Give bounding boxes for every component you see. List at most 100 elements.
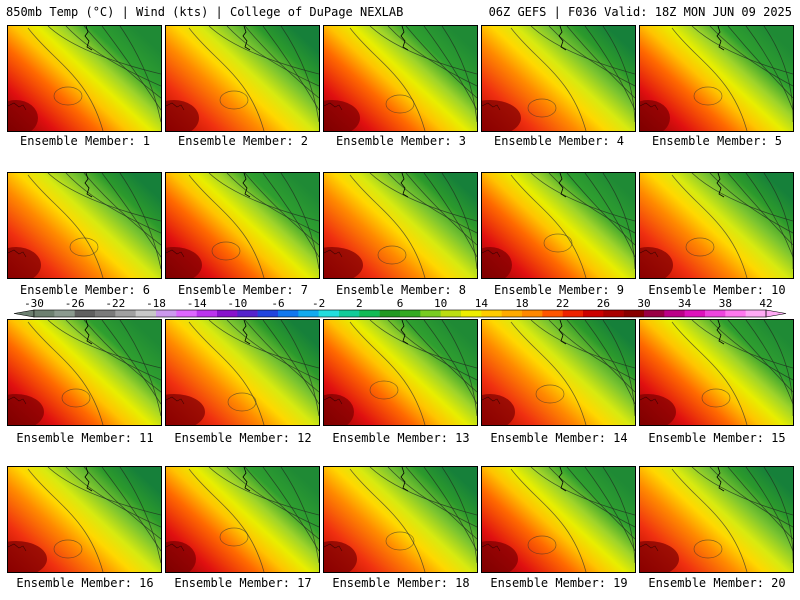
ensemble-member-label: Ensemble Member: 13 bbox=[332, 431, 470, 445]
colorbar-tick-label: 18 bbox=[515, 297, 528, 310]
colorbar-tick-label: 6 bbox=[397, 297, 404, 310]
colorbar-swatch bbox=[379, 310, 401, 317]
coastline bbox=[84, 320, 93, 345]
ensemble-member-label: Ensemble Member: 4 bbox=[493, 134, 625, 148]
colorbar-tick-label: -6 bbox=[271, 297, 284, 310]
coastline bbox=[716, 26, 725, 51]
colorbar-tick-label: -18 bbox=[146, 297, 166, 310]
colorbar-swatch bbox=[34, 310, 55, 317]
ensemble-member-label: Ensemble Member: 3 bbox=[335, 134, 467, 148]
colorbar-swatch bbox=[54, 310, 75, 317]
temperature-field bbox=[8, 26, 161, 131]
ensemble-member-label: Ensemble Member: 8 bbox=[335, 283, 467, 297]
ensemble-member-label: Ensemble Member: 16 bbox=[16, 576, 154, 590]
coastline bbox=[558, 26, 567, 51]
colorbar-tick-label: -10 bbox=[227, 297, 247, 310]
ensemble-member-map bbox=[639, 466, 794, 573]
colorbar-tick-label: -26 bbox=[65, 297, 85, 310]
ensemble-member-map bbox=[323, 172, 478, 279]
colorbar-swatch bbox=[501, 310, 523, 317]
ensemble-member-label: Ensemble Member: 12 bbox=[174, 431, 312, 445]
colorbar-swatch bbox=[318, 310, 340, 317]
temperature-field bbox=[324, 26, 477, 131]
colorbar-swatch bbox=[95, 310, 116, 317]
ensemble-member-map bbox=[165, 172, 320, 279]
coastline bbox=[84, 173, 93, 198]
ensemble-member-map bbox=[323, 25, 478, 132]
colorbar-swatch bbox=[623, 310, 645, 317]
temperature-field bbox=[482, 320, 635, 425]
colorbar-swatch bbox=[420, 310, 441, 317]
colorbar-swatch bbox=[359, 310, 380, 317]
temperature-field bbox=[166, 467, 319, 572]
temperature-field bbox=[640, 173, 793, 278]
colorbar-swatch bbox=[278, 310, 299, 317]
ensemble-member-label: Ensemble Member: 18 bbox=[332, 576, 470, 590]
ensemble-member-map bbox=[7, 319, 162, 426]
map-title: 850mb Temp (°C) | Wind (kts) | College o… bbox=[6, 5, 404, 19]
coastline bbox=[242, 173, 251, 198]
ensemble-member-label: Ensemble Member: 6 bbox=[19, 283, 151, 297]
ensemble-member-map bbox=[323, 319, 478, 426]
ensemble-member-map bbox=[481, 172, 636, 279]
colorbar-swatch bbox=[115, 310, 136, 317]
colorbar-tick-label: 42 bbox=[759, 297, 772, 310]
ensemble-member-map bbox=[639, 25, 794, 132]
ensemble-member-map bbox=[481, 466, 636, 573]
ensemble-member-label: Ensemble Member: 11 bbox=[16, 431, 154, 445]
ensemble-member-map bbox=[165, 25, 320, 132]
colorbar-swatch bbox=[298, 310, 319, 317]
colorbar-swatch bbox=[542, 310, 563, 317]
colorbar-swatch bbox=[257, 310, 279, 317]
colorbar-swatch bbox=[705, 310, 726, 317]
colorbar-tick-label: -14 bbox=[187, 297, 207, 310]
colorbar-tick-label: 22 bbox=[556, 297, 569, 310]
colorbar-swatch bbox=[745, 310, 767, 317]
ensemble-member-label: Ensemble Member: 7 bbox=[177, 283, 309, 297]
ensemble-member-map bbox=[323, 466, 478, 573]
colorbar-swatch bbox=[196, 310, 218, 317]
ensemble-member-label: Ensemble Member: 14 bbox=[490, 431, 628, 445]
temperature-colorbar: -30 -26 -22 -18 -14 -10 -6 -2 2 6 10 14 18 22 26 30 34 38… bbox=[13, 297, 787, 318]
colorbar-swatch bbox=[664, 310, 685, 317]
colorbar-tick-label: 26 bbox=[597, 297, 610, 310]
ensemble-member-label: Ensemble Member: 10 bbox=[648, 283, 786, 297]
colorbar-swatch bbox=[74, 310, 96, 317]
colorbar-tick-label: 2 bbox=[356, 297, 363, 310]
temperature-field bbox=[324, 467, 477, 572]
colorbar-tick-label: 34 bbox=[678, 297, 692, 310]
temperature-field bbox=[640, 467, 793, 572]
colorbar-swatch bbox=[644, 310, 665, 317]
colorbar-tick-label: -30 bbox=[24, 297, 44, 310]
temperature-field bbox=[324, 173, 477, 278]
coastline bbox=[400, 173, 409, 198]
colorbar-swatch bbox=[461, 310, 482, 317]
ensemble-member-label: Ensemble Member: 20 bbox=[648, 576, 786, 590]
temperature-field bbox=[640, 26, 793, 131]
colorbar-swatch bbox=[400, 310, 421, 317]
ensemble-member-label: Ensemble Member: 2 bbox=[177, 134, 309, 148]
coastline bbox=[558, 173, 567, 198]
valid-time-label: 06Z GEFS | F036 Valid: 18Z MON JUN 09 20… bbox=[488, 5, 792, 19]
temperature-field bbox=[166, 173, 319, 278]
colorbar-swatch bbox=[440, 310, 462, 317]
coastline bbox=[84, 467, 93, 492]
coastline bbox=[400, 320, 409, 345]
ensemble-member-label: Ensemble Member: 19 bbox=[490, 576, 628, 590]
temperature-field bbox=[8, 467, 161, 572]
coastline bbox=[716, 320, 725, 345]
colorbar-tick-label: 30 bbox=[637, 297, 650, 310]
colorbar-swatch bbox=[522, 310, 543, 317]
coastline bbox=[716, 467, 725, 492]
ensemble-member-map bbox=[639, 319, 794, 426]
colorbar-swatch bbox=[562, 310, 584, 317]
ensemble-member-map bbox=[165, 319, 320, 426]
ensemble-member-map bbox=[481, 25, 636, 132]
ensemble-member-map bbox=[165, 466, 320, 573]
colorbar-tick-label: 10 bbox=[434, 297, 447, 310]
coastline bbox=[716, 173, 725, 198]
coastline bbox=[242, 467, 251, 492]
colorbar-tick-label: 38 bbox=[719, 297, 732, 310]
temperature-field bbox=[640, 320, 793, 425]
colorbar-tick-label: 14 bbox=[475, 297, 489, 310]
